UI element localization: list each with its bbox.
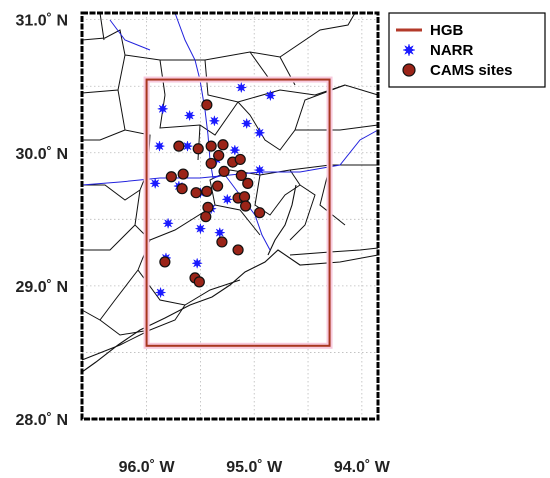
narr-point (213, 226, 226, 239)
legend-label: HGB (430, 22, 464, 39)
narr-point (235, 81, 248, 94)
narr-point (156, 102, 169, 115)
narr-point (183, 109, 196, 122)
cams-site-point (254, 207, 266, 219)
cams-site-point (212, 180, 224, 192)
map-frame (80, 11, 380, 421)
latitude-tick-labels: 31.0˚ N 30.0˚ N 29.0˚ N 28.0˚ N (16, 13, 68, 429)
cams-site-point (173, 140, 185, 152)
cams-site-point (217, 139, 229, 151)
map-panel (80, 11, 380, 421)
cams-site-point (201, 99, 213, 111)
coastline (81, 184, 379, 373)
cams-site-point (232, 244, 244, 256)
cams-site-point (177, 168, 189, 180)
cams-site-point (242, 177, 254, 189)
legend-item-cams: CAMS sites (402, 62, 513, 79)
narr-point (264, 89, 277, 102)
latitude-tick-label: 30.0˚ N (16, 146, 68, 163)
longitude-tick-label: 96.0˚ W (119, 459, 176, 476)
legend: HGB NARR CAMS sites (388, 12, 546, 88)
latitude-tick-label: 28.0˚ N (16, 412, 68, 429)
legend-item-narr: NARR (402, 42, 473, 59)
cams-site-point (159, 256, 171, 268)
cams-points (159, 99, 266, 288)
narr-point (153, 140, 166, 152)
cams-site-point (202, 201, 214, 213)
legend-label: CAMS sites (430, 62, 513, 79)
narr-point (191, 257, 204, 270)
cams-site-point (238, 191, 251, 203)
cams-site-point (190, 187, 202, 199)
narr-point (194, 222, 207, 235)
legend-label: NARR (430, 42, 473, 59)
cams-site-point (201, 185, 213, 197)
narr-point (208, 114, 221, 127)
narr-point (253, 126, 266, 139)
narr-point (154, 286, 167, 299)
cams-site-point (235, 169, 247, 181)
cams-site-point (218, 165, 230, 178)
narr-point (149, 177, 162, 190)
cams-site-point (205, 157, 217, 170)
narr-point (240, 117, 253, 130)
narr-point (221, 193, 234, 206)
narr-point (253, 164, 266, 176)
legend-star-icon (402, 43, 416, 57)
longitude-tick-labels: 96.0˚ W 95.0˚ W 94.0˚ W (119, 459, 391, 476)
hgb-domain-box (143, 76, 333, 349)
cams-site-point (234, 153, 246, 166)
legend-circle-icon (402, 63, 416, 77)
latitude-tick-label: 31.0˚ N (16, 13, 68, 30)
cams-site-point (192, 143, 204, 155)
narr-point (162, 217, 174, 230)
cams-site-point (205, 140, 217, 152)
legend-item-hgb: HGB (396, 22, 464, 39)
cams-site-point (213, 149, 225, 162)
cams-site-point (193, 276, 205, 288)
longitude-tick-label: 95.0˚ W (226, 459, 283, 476)
cams-site-point (216, 236, 228, 248)
cams-site-point (200, 211, 212, 223)
cams-site-point (165, 171, 177, 183)
latitude-tick-label: 29.0˚ N (16, 279, 68, 296)
longitude-tick-label: 94.0˚ W (334, 459, 391, 476)
narr-point (228, 144, 241, 156)
cams-site-point (176, 183, 188, 195)
cams-site-point (240, 200, 252, 212)
